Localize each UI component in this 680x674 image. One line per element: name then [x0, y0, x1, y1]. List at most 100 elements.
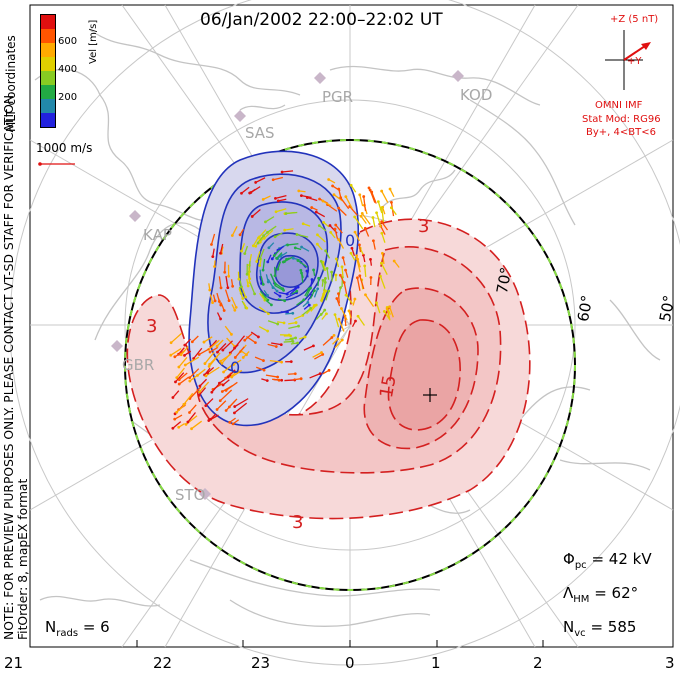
velocity-vector-dot [320, 351, 323, 354]
velocity-vector-dot [241, 297, 245, 300]
velocity-vector-dot [275, 256, 279, 260]
velocity-vector-dot [336, 337, 340, 341]
velocity-vector-dot [275, 289, 279, 293]
velocity-vector [205, 366, 220, 377]
legend-tick-600: 600 [58, 36, 78, 47]
velocity-vector [224, 325, 232, 335]
velocity-vector-dot [340, 265, 344, 269]
velocity-vector-dot [227, 299, 231, 303]
velocity-vector-dot [312, 304, 316, 307]
velocity-vector-dot [171, 396, 175, 399]
mlt-tick-21: 21 [4, 654, 24, 672]
velocity-vector-dot [289, 360, 293, 364]
mlt-tick-23: 23 [251, 654, 271, 672]
velocity-vector-dot [337, 187, 341, 191]
velocity-vector-dot [274, 210, 278, 214]
velocity-vector-dot [261, 268, 265, 272]
station-markers [111, 70, 464, 500]
velocity-vector-dot [355, 257, 359, 261]
map-title: 06/Jan/2002 22:00–22:02 UT [200, 10, 443, 30]
station-label-gbr: GBR [122, 356, 155, 374]
stat-lambda-hm-symbol: Λ [563, 584, 574, 602]
velocity-vector-dot [294, 336, 298, 340]
velocity-vector [265, 216, 275, 223]
stat-n-vc-symbol: N [563, 618, 575, 636]
imf-source: OMNI IMF [595, 100, 643, 111]
velocity-vector-dot [338, 273, 342, 277]
mlt-tick-0: 0 [345, 654, 355, 672]
imf-vector [623, 42, 651, 61]
velocity-vector [234, 402, 248, 414]
plot-frame [29, 4, 674, 648]
velocity-vector-dot [337, 292, 340, 296]
velocity-vector-dot [177, 365, 181, 369]
velocity-vector [326, 268, 330, 280]
velocity-vector [170, 348, 182, 356]
velocity-vector-dot [274, 197, 277, 200]
velocity-vector-dot [318, 372, 322, 376]
stat-n-rads-value: = 6 [82, 618, 110, 636]
velocity-vector-dot [297, 324, 300, 328]
velocity-vector [356, 258, 361, 273]
velocity-vector-dot [190, 340, 194, 344]
velocity-vector [209, 346, 219, 353]
velocity-vector [314, 353, 324, 360]
velocity-vector-dot [283, 260, 286, 264]
velocity-vector-dot [177, 382, 181, 386]
station-label-kod: KOD [460, 86, 493, 104]
velocity-vector [267, 225, 277, 233]
velocity-vector [193, 347, 203, 359]
velocity-vector-dot [309, 286, 312, 290]
velocity-vector-dot [213, 299, 217, 303]
velocity-vector-dot [312, 289, 316, 292]
velocity-vector-dot [211, 255, 215, 259]
station-marker-sas [234, 110, 246, 122]
velocity-vector-dot [362, 195, 366, 198]
velocity-vector [198, 387, 207, 396]
velocity-vector-dot [230, 332, 233, 336]
velocity-vector [275, 194, 287, 200]
velocity-vector-dot [175, 410, 179, 414]
velocity-vector [282, 170, 294, 173]
velocity-vector-dot [291, 340, 295, 343]
velocity-vector-dot [204, 374, 208, 378]
velocity-vector-dot [188, 411, 191, 414]
velocity-vector-dot [380, 206, 384, 210]
velocity-vector-dot [220, 390, 224, 393]
velocity-vector-dot [227, 274, 231, 278]
velocity-vector-dot [226, 375, 230, 379]
velocity-vector-dot [264, 220, 267, 224]
velocity-vector-dot [230, 375, 234, 379]
velocity-vector-dot [208, 350, 212, 354]
velocity-vector-dot [329, 231, 333, 234]
velocity-vector-dot [255, 260, 259, 263]
velocity-vector-dot [317, 224, 321, 228]
velocity-vector [172, 390, 180, 398]
stat-phi-pc-symbol: Φ [563, 550, 575, 568]
velocity-vector-dot [360, 212, 364, 215]
velocity-vector-dot [267, 246, 271, 250]
velocity-vector [174, 414, 183, 420]
velocity-vector-dot [174, 380, 177, 384]
velocity-vector-dot [293, 246, 297, 250]
velocity-vector-dot [262, 236, 266, 240]
velocity-vector-dot [258, 240, 262, 244]
velocity-vector-dot [231, 422, 235, 426]
velocity-vector-dot [312, 268, 316, 272]
velocity-vector-dot [327, 289, 331, 293]
velocity-vector [210, 339, 218, 348]
legend-seg-3 [41, 43, 55, 57]
velocity-vector [234, 335, 246, 349]
velocity-vector-dot [215, 344, 219, 348]
velocity-vector-dot [291, 256, 295, 260]
velocity-vector-dot [341, 256, 345, 260]
velocity-vector [249, 282, 256, 295]
velocity-vector [178, 376, 189, 385]
imf-z-label: +Z (5 nT) [610, 14, 659, 25]
velocity-vector-dot [248, 281, 251, 284]
velocity-vector-dot [215, 408, 219, 411]
mlt-tick-3: 3 [665, 654, 675, 672]
velocity-vector-dot [305, 269, 309, 273]
velocity-vector-dot [182, 402, 186, 406]
velocity-vector-dot [222, 309, 226, 312]
